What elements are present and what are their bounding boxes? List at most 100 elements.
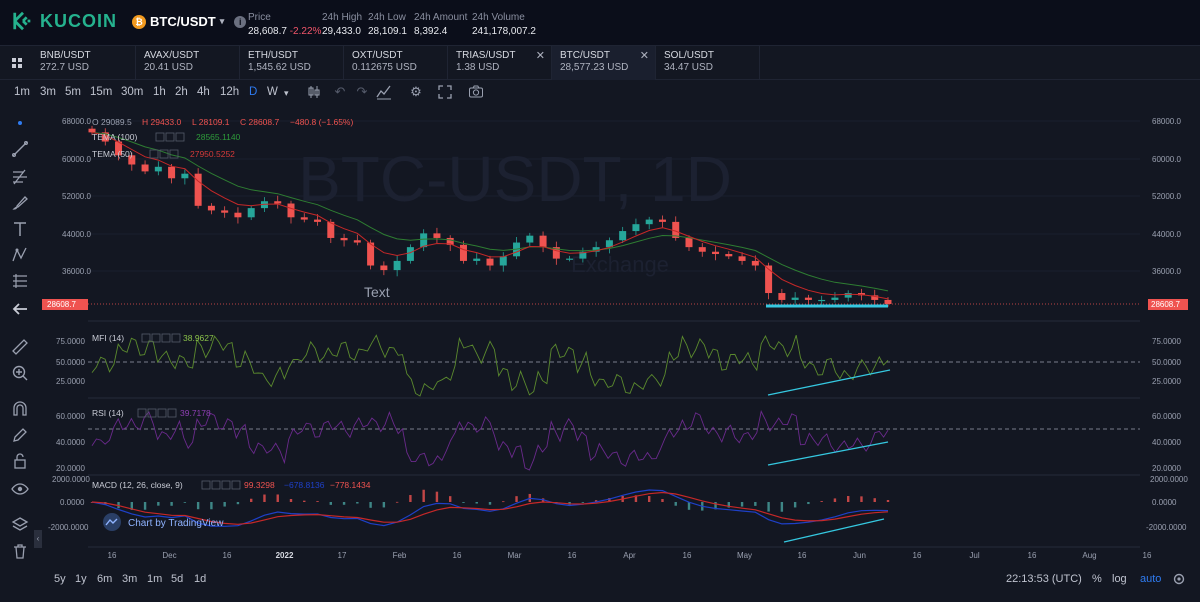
text-tool-icon[interactable] [11, 220, 29, 238]
timeframe-d[interactable]: D [249, 86, 258, 98]
trend-line-icon[interactable] [11, 140, 29, 158]
crosshair-dot-icon[interactable] [11, 114, 29, 132]
redo-icon[interactable]: ↷ [356, 84, 368, 99]
collapse-sidebar-chevron-icon[interactable]: ‹ [34, 530, 42, 548]
macd-bar [754, 502, 757, 506]
auto-scale-toggle[interactable]: auto [1140, 573, 1162, 585]
timeframe-1h[interactable]: 1h [153, 86, 166, 98]
mfi-label[interactable]: MFI (14) [92, 333, 124, 343]
lock-icon[interactable] [11, 452, 29, 470]
timeframe-15m[interactable]: 15m [90, 86, 113, 98]
rsi-controls[interactable] [137, 408, 177, 418]
candle [645, 219, 653, 225]
zoom-in-icon[interactable] [11, 364, 29, 382]
macd-tick: 0.0000 [60, 498, 85, 507]
timeframe-4h[interactable]: 4h [197, 86, 210, 98]
range-6m[interactable]: 6m [97, 573, 113, 585]
magnet-icon[interactable] [11, 400, 29, 418]
macd-bar [369, 502, 372, 508]
range-1d[interactable]: 1d [194, 573, 207, 585]
tab-trias[interactable]: TRIAS/USDT 1.38 USD ✕ [448, 46, 552, 80]
range-3m[interactable]: 3m [122, 573, 138, 585]
range-1y[interactable]: 1y [75, 573, 87, 585]
range-5d[interactable]: 5d [171, 573, 184, 585]
tema50-label[interactable]: TEMA (50) [92, 149, 133, 159]
candle [393, 260, 401, 271]
candle [619, 231, 627, 241]
camera-icon[interactable] [468, 84, 484, 100]
prediction-tool-icon[interactable] [11, 272, 29, 290]
settings-gear-icon[interactable]: ⚙ [410, 84, 422, 99]
pattern-tool-icon[interactable] [11, 246, 29, 264]
price-tick: 36000.0 [62, 267, 91, 276]
macd-bar [687, 502, 691, 510]
rsi-label[interactable]: RSI (14) [92, 408, 124, 418]
chart-area[interactable]: BTC-USDT, 1D Exchange Text O 29089.5 H 2… [40, 106, 1200, 574]
timeframe-3m[interactable]: 3m [40, 86, 56, 98]
text-annotation[interactable]: Text [364, 284, 390, 300]
tema100-label[interactable]: TEMA (100) [92, 132, 138, 142]
tab-bnb[interactable]: BNB/USDT 272.7 USD [32, 46, 136, 80]
layers-icon[interactable] [11, 516, 29, 534]
tradingview-badge[interactable]: Chart by TradingView [103, 513, 224, 531]
mfi-tick: 75.0000 [56, 337, 85, 346]
timeframe-2h[interactable]: 2h [175, 86, 188, 98]
indicators-icon[interactable] [376, 84, 392, 100]
log-scale-toggle[interactable]: log [1112, 573, 1127, 585]
tab-avax[interactable]: AVAX/USDT 20.41 USD [136, 46, 240, 80]
rsi-tick-right: 60.0000 [1152, 412, 1181, 421]
rsi-trendline[interactable] [767, 441, 889, 466]
grid-layout-icon[interactable] [12, 58, 22, 68]
timeframe-12h[interactable]: 12h [220, 86, 240, 98]
info-icon[interactable]: i [234, 15, 247, 28]
timeframe-5m[interactable]: 5m [65, 86, 81, 98]
macd-bar [807, 502, 810, 505]
utc-clock[interactable]: 22:13:53 (UTC) [1006, 573, 1082, 585]
indicator-controls[interactable] [149, 132, 185, 159]
range-1m[interactable]: 1m [147, 573, 163, 585]
candle [884, 299, 892, 305]
macd-label[interactable]: MACD (12, 26, close, 9) [92, 480, 183, 490]
lock-drawing-pencil-icon[interactable] [11, 426, 29, 444]
macd-signal-value: −678.8136 [284, 480, 325, 490]
brush-icon[interactable] [11, 194, 29, 212]
macd-controls[interactable] [201, 480, 241, 490]
close-tab-icon[interactable]: ✕ [639, 50, 649, 62]
back-arrow-icon[interactable] [11, 300, 29, 318]
pair-selector[interactable]: ₿ BTC/USDT ▾ i [132, 14, 247, 29]
fullscreen-icon[interactable] [437, 84, 453, 100]
candle [207, 205, 215, 211]
undo-icon[interactable]: ↶ [334, 84, 346, 99]
chart-toolbar: 1m 3m 5m 15m 30m 1h 2h 4h 12h D W ▾ ↶ ↷ … [0, 80, 1200, 106]
eye-icon[interactable] [11, 480, 29, 498]
chart-settings-gear-icon[interactable] [1172, 572, 1186, 586]
percent-scale-toggle[interactable]: % [1092, 573, 1102, 585]
candle [778, 293, 786, 300]
timeframe-30m[interactable]: 30m [121, 86, 144, 98]
ohlc-high: H 29433.0 [142, 117, 181, 127]
chevron-down-icon: ▾ [219, 16, 225, 26]
kucoin-logo[interactable]: KUCOIN [12, 10, 117, 32]
trash-icon[interactable] [11, 542, 29, 560]
candle-style-icon[interactable] [306, 84, 322, 100]
mfi-trendline[interactable] [767, 369, 891, 396]
time-axis: 16 Dec 16 2022 17 Feb 16 Mar 16 Apr 16 May 16 Jun 16 Ju… [108, 551, 1152, 560]
tab-pair: OXT/USDT [352, 50, 403, 61]
price-tick: 52000.0 [62, 192, 91, 201]
timeframe-1m[interactable]: 1m [14, 86, 30, 98]
tab-eth[interactable]: ETH/USDT 1,545.62 USD [240, 46, 344, 80]
ruler-icon[interactable] [11, 338, 29, 356]
more-timeframes-chevron-icon[interactable]: ▾ [284, 88, 289, 98]
macd-bar [130, 502, 133, 510]
close-tab-icon[interactable]: ✕ [535, 50, 545, 62]
tab-oxt[interactable]: OXT/USDT 0.112675 USD [344, 46, 448, 80]
tab-sol[interactable]: SOL/USDT 34.47 USD [656, 46, 760, 80]
macd-tick-right: 2000.0000 [1150, 475, 1188, 484]
mfi-controls[interactable] [141, 333, 181, 343]
timeframe-w[interactable]: W [267, 86, 278, 98]
pair-tabs: BNB/USDT 272.7 USD AVAX/USDT 20.41 USD E… [0, 46, 1200, 80]
tab-btc[interactable]: BTC/USDT 28,577.23 USD ✕ [552, 46, 656, 80]
fib-tool-icon[interactable] [11, 168, 29, 186]
range-5y[interactable]: 5y [54, 573, 66, 585]
macd-trendline[interactable] [783, 518, 885, 543]
